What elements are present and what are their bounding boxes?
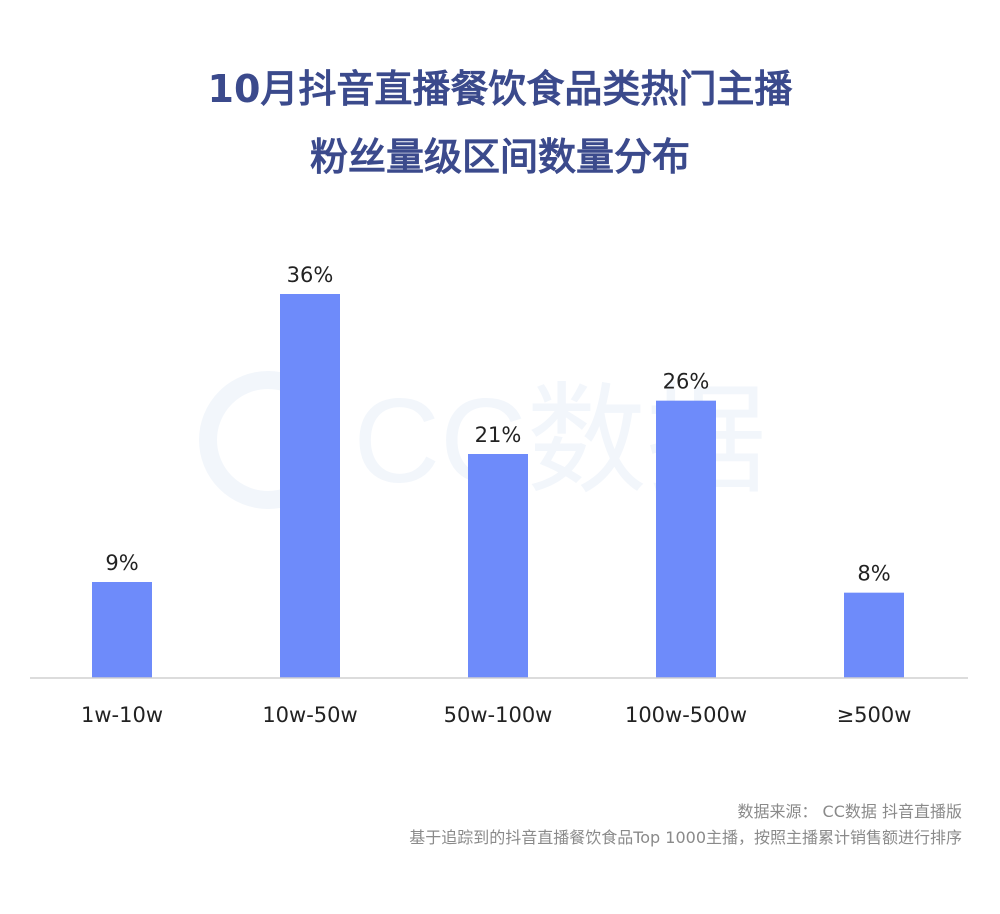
x-tick-label-5: ≥500w xyxy=(837,703,912,727)
bar-value-label-4: 26% xyxy=(663,370,710,394)
bar-value-label-2: 36% xyxy=(287,263,334,287)
bar-5 xyxy=(844,592,904,678)
x-tick-label-1: 1w-10w xyxy=(81,703,163,727)
source-note-line-2: 基于追踪到的抖音直播餐饮食品Top 1000主播，按照主播累计销售额进行排序 xyxy=(409,828,962,847)
source-note-line-1: 数据来源： CC数据 抖音直播版 xyxy=(737,802,962,821)
bar-value-label-5: 8% xyxy=(857,562,890,586)
bar-3 xyxy=(468,454,528,678)
bar-4 xyxy=(656,400,716,678)
bar-2 xyxy=(280,294,340,678)
chart-title-line-1: 10月抖音直播餐饮食品类热门主播 xyxy=(207,67,793,111)
bar-value-label-1: 9% xyxy=(105,551,138,575)
x-tick-label-2: 10w-50w xyxy=(262,703,357,727)
bar-1 xyxy=(92,582,152,678)
x-tick-label-3: 50w-100w xyxy=(444,703,553,727)
chart-title-line-2: 粉丝量级区间数量分布 xyxy=(309,135,690,179)
bar-value-label-3: 21% xyxy=(475,423,522,447)
x-tick-label-4: 100w-500w xyxy=(625,703,747,727)
